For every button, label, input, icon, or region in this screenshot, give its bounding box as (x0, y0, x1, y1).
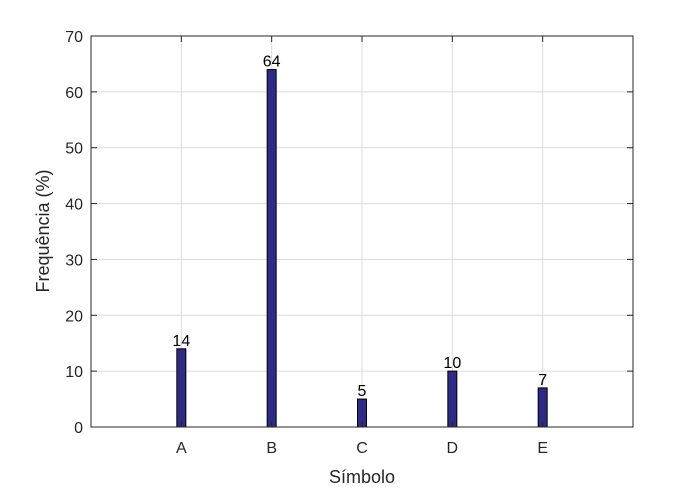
y-axis-label: Frequência (%) (33, 169, 53, 292)
y-tick-label: 0 (74, 420, 83, 437)
y-axis-ticks: 0 10 20 30 40 50 60 70 (65, 29, 633, 437)
data-labels-group: 14 64 5 10 7 (172, 54, 547, 401)
y-tick-label: 40 (65, 197, 83, 214)
x-tick-label: E (537, 440, 548, 457)
bar-a (176, 348, 187, 428)
data-label-a: 14 (172, 333, 190, 350)
y-tick-label: 30 (65, 252, 83, 269)
data-label-c: 5 (358, 383, 367, 400)
data-label-d: 10 (443, 355, 461, 372)
x-axis-label: Símbolo (329, 467, 395, 487)
y-tick-label: 50 (65, 141, 83, 158)
bar-d (447, 370, 458, 428)
x-tick-label: D (447, 440, 459, 457)
bar-b (266, 69, 277, 428)
data-label-e: 7 (538, 372, 547, 389)
x-tick-label: C (356, 440, 368, 457)
y-tick-label: 70 (65, 29, 83, 46)
y-tick-label: 60 (65, 85, 83, 102)
y-tick-label: 10 (65, 364, 83, 381)
y-tick-label: 20 (65, 308, 83, 325)
x-tick-label: B (266, 440, 277, 457)
x-tick-label: A (176, 440, 187, 457)
x-axis-ticks: A B C D E (176, 36, 548, 457)
data-label-b: 64 (263, 54, 281, 71)
